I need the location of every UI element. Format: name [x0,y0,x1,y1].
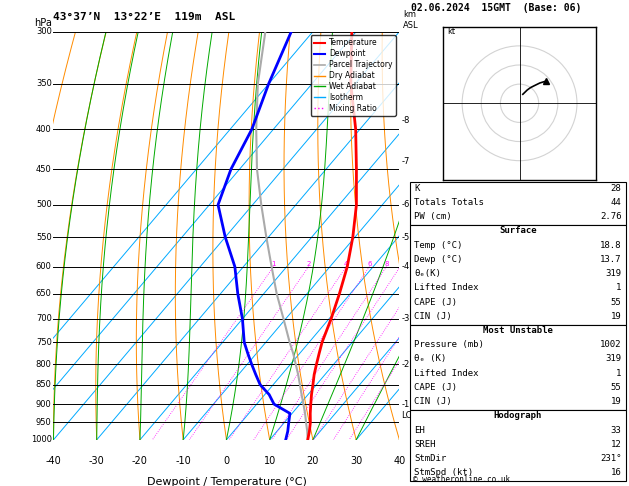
Text: -3: -3 [401,314,409,323]
Text: -40: -40 [45,456,62,466]
Text: 8: 8 [384,260,389,267]
Text: 750: 750 [36,338,52,347]
Text: -7: -7 [401,157,409,166]
Text: Dewpoint / Temperature (°C): Dewpoint / Temperature (°C) [147,477,306,486]
Text: 650: 650 [36,289,52,298]
FancyBboxPatch shape [410,410,626,481]
Text: Lifted Index: Lifted Index [415,369,479,378]
Text: CIN (J): CIN (J) [415,312,452,321]
Legend: Temperature, Dewpoint, Parcel Trajectory, Dry Adiabat, Wet Adiabat, Isotherm, Mi: Temperature, Dewpoint, Parcel Trajectory… [311,35,396,116]
Text: kt: kt [447,27,455,36]
Text: -1: -1 [401,399,409,409]
Text: 43°37’N  13°22’E  119m  ASL: 43°37’N 13°22’E 119m ASL [53,12,236,22]
Text: -20: -20 [132,456,148,466]
Text: CAPE (J): CAPE (J) [415,297,457,307]
Text: -30: -30 [89,456,104,466]
Text: Mixing Ratio (g/kg): Mixing Ratio (g/kg) [424,196,433,276]
Text: Surface: Surface [499,226,537,235]
Text: 40: 40 [393,456,406,466]
Text: StmSpd (kt): StmSpd (kt) [415,469,474,477]
Text: 900: 900 [36,399,52,409]
Text: CIN (J): CIN (J) [415,397,452,406]
Text: 2: 2 [306,260,311,267]
Text: 20: 20 [307,456,319,466]
Text: Most Unstable: Most Unstable [483,326,553,335]
Text: θₑ (K): θₑ (K) [415,354,447,364]
Text: 6: 6 [367,260,372,267]
Text: 28: 28 [611,184,621,192]
Text: Totals Totals: Totals Totals [415,198,484,207]
Text: 44: 44 [611,198,621,207]
Text: 550: 550 [36,233,52,242]
Text: 450: 450 [36,165,52,174]
Text: Temp (°C): Temp (°C) [415,241,463,250]
Text: 850: 850 [36,380,52,389]
Text: StmDir: StmDir [415,454,447,463]
Text: 0: 0 [223,456,230,466]
FancyBboxPatch shape [410,325,626,410]
Text: 400: 400 [36,124,52,134]
Text: 231°: 231° [600,454,621,463]
Text: 1: 1 [616,283,621,292]
Text: 55: 55 [611,297,621,307]
Text: SREH: SREH [415,440,436,449]
Text: EH: EH [415,426,425,434]
Text: -8: -8 [401,116,409,125]
Text: 02.06.2024  15GMT  (Base: 06): 02.06.2024 15GMT (Base: 06) [411,3,582,14]
Text: -2: -2 [401,360,409,369]
Text: 2.76: 2.76 [600,212,621,221]
Text: 16: 16 [611,469,621,477]
Text: 19: 19 [611,312,621,321]
Text: Lifted Index: Lifted Index [415,283,479,292]
FancyBboxPatch shape [410,225,626,325]
Text: -10: -10 [175,456,191,466]
Text: LCL: LCL [401,411,416,420]
Text: 55: 55 [611,383,621,392]
Text: 600: 600 [36,262,52,271]
Text: 500: 500 [36,200,52,209]
Text: θₑ(K): θₑ(K) [415,269,442,278]
Text: CAPE (J): CAPE (J) [415,383,457,392]
Text: Pressure (mb): Pressure (mb) [415,340,484,349]
Text: 1002: 1002 [600,340,621,349]
Text: Hodograph: Hodograph [494,412,542,420]
Text: km
ASL: km ASL [403,10,418,30]
Text: 1: 1 [271,260,276,267]
Text: Dewp (°C): Dewp (°C) [415,255,463,264]
Text: 30: 30 [350,456,362,466]
Text: © weatheronline.co.uk: © weatheronline.co.uk [413,474,510,484]
Text: hPa: hPa [35,17,52,28]
Text: 10: 10 [264,456,276,466]
Text: 13.7: 13.7 [600,255,621,264]
Text: 1: 1 [616,369,621,378]
Text: -4: -4 [401,262,409,271]
Text: 18.8: 18.8 [600,241,621,250]
Text: 950: 950 [36,418,52,427]
FancyBboxPatch shape [410,182,626,225]
Text: 319: 319 [606,354,621,364]
Text: -5: -5 [401,233,409,242]
Text: -6: -6 [401,200,409,209]
Text: 300: 300 [36,27,52,36]
Text: 19: 19 [611,397,621,406]
Text: PW (cm): PW (cm) [415,212,452,221]
Text: 700: 700 [36,314,52,323]
Text: 800: 800 [36,360,52,369]
Text: 350: 350 [36,79,52,88]
Text: 319: 319 [606,269,621,278]
Text: K: K [415,184,420,192]
Text: 12: 12 [611,440,621,449]
Text: 33: 33 [611,426,621,434]
Text: 1000: 1000 [31,435,52,444]
Text: 4: 4 [344,260,348,267]
